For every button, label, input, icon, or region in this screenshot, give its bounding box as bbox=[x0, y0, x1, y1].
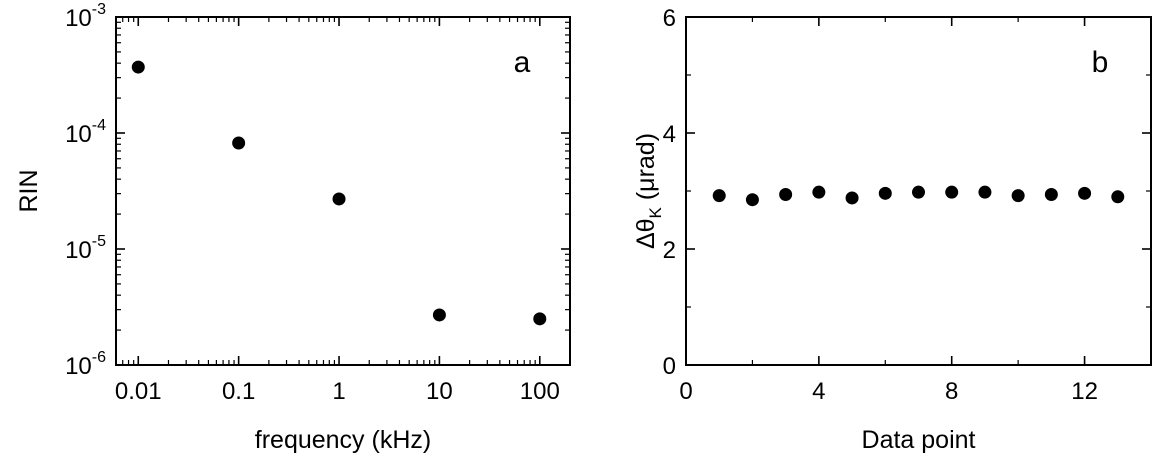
y-axis-title: ΔθK (μrad) bbox=[632, 133, 665, 249]
x-tick-label: 0.1 bbox=[222, 378, 255, 405]
data-point bbox=[1078, 186, 1092, 200]
panel-label: b bbox=[1092, 46, 1109, 79]
x-tick-label: 4 bbox=[812, 378, 825, 405]
data-point bbox=[131, 60, 145, 74]
data-point bbox=[812, 185, 826, 199]
y-tick-label: 10-3 bbox=[65, 1, 106, 32]
x-tick-label: 0.01 bbox=[115, 378, 162, 405]
y-tick-label: 10-5 bbox=[65, 233, 106, 264]
x-tick-label: 12 bbox=[1071, 378, 1098, 405]
data-point bbox=[779, 187, 793, 201]
y-tick-label: 0 bbox=[663, 353, 676, 380]
y-tick-label: 10-4 bbox=[65, 117, 106, 148]
y-axis-title: RIN bbox=[15, 169, 43, 212]
x-tick-label: 10 bbox=[426, 378, 453, 405]
data-point bbox=[945, 185, 959, 199]
panel-label: a bbox=[514, 46, 531, 79]
data-point bbox=[745, 193, 759, 207]
x-tick-label: 1 bbox=[332, 378, 345, 405]
data-point bbox=[1044, 187, 1058, 201]
x-tick-label: 0 bbox=[679, 378, 692, 405]
data-point bbox=[232, 136, 246, 150]
x-axis-title: Data point bbox=[862, 426, 976, 454]
data-point bbox=[712, 189, 726, 203]
x-axis-title: frequency (kHz) bbox=[255, 426, 431, 454]
chart-panel-b: 0 4 8 12 0 2 4 6 b Data point ΔθK (μrad) bbox=[632, 5, 1152, 454]
data-point bbox=[845, 191, 859, 205]
data-point bbox=[912, 185, 925, 199]
data-point bbox=[1011, 189, 1025, 203]
x-tick-label: 8 bbox=[945, 378, 958, 405]
x-tick-label: 100 bbox=[520, 378, 560, 405]
plot-frame bbox=[115, 16, 571, 366]
data-point bbox=[432, 308, 446, 322]
y-tick-label: 2 bbox=[663, 237, 676, 264]
data-point bbox=[978, 185, 992, 199]
data-point bbox=[332, 192, 346, 206]
data-point bbox=[533, 312, 547, 326]
data-point bbox=[878, 186, 892, 200]
chart-panel-a: 0.01 0.1 1 10 100 10-6 10-5 10-4 10-3 a frequency … bbox=[15, 1, 571, 454]
y-tick-label: 10-6 bbox=[65, 349, 106, 380]
y-tick-label: 4 bbox=[663, 121, 676, 148]
y-tick-label: 6 bbox=[663, 5, 676, 32]
data-point bbox=[1111, 190, 1125, 204]
